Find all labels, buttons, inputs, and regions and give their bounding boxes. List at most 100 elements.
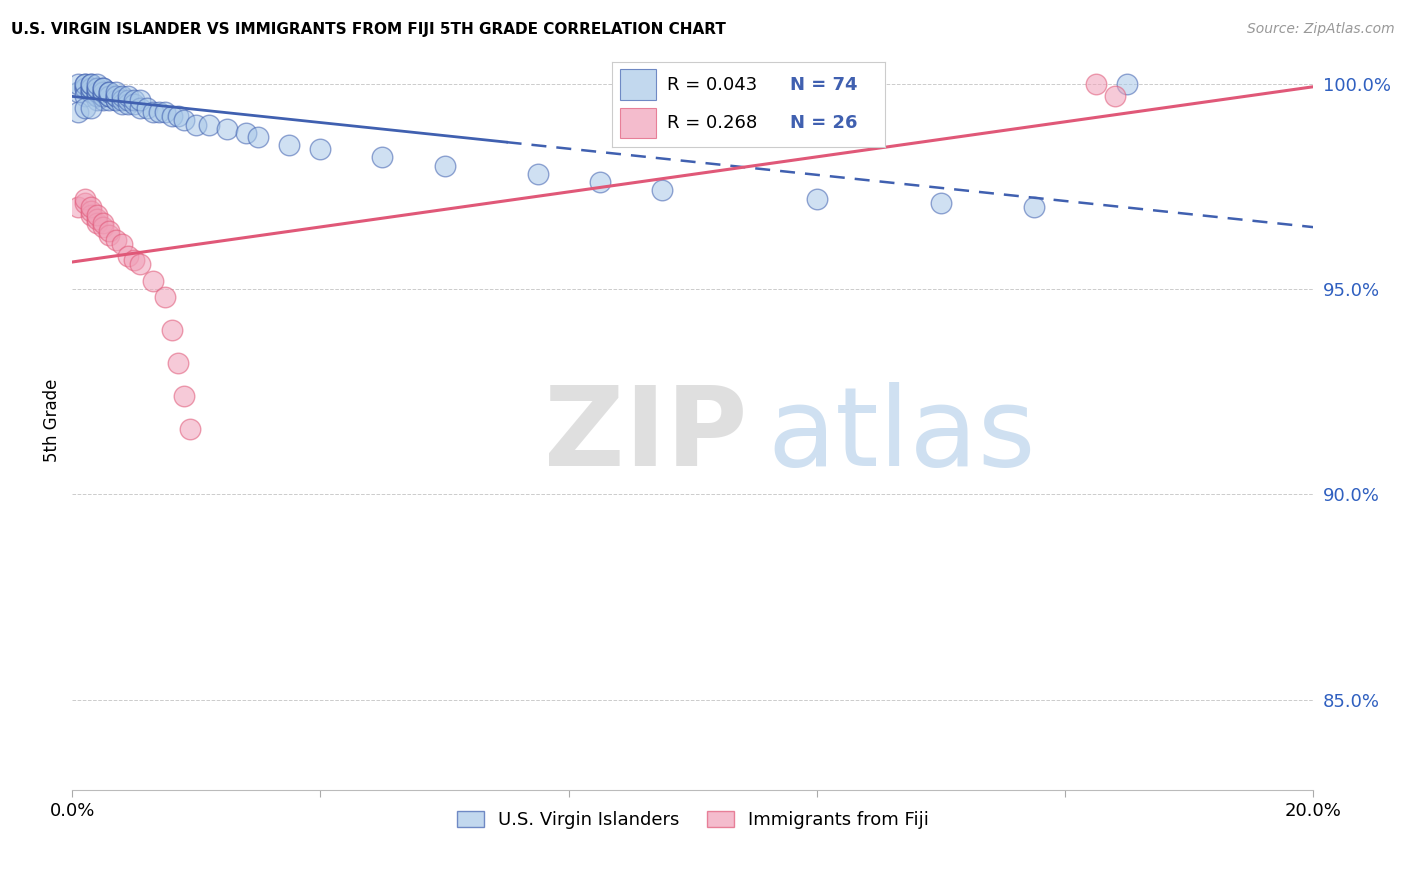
Text: atlas: atlas (768, 382, 1036, 489)
Text: ZIP: ZIP (544, 382, 747, 489)
Point (98, 85, 121, 99)
Point (91, 85, 114, 99)
Point (117, 88, 139, 103)
Point (1116, 77, 1139, 91)
Point (160, 323, 183, 337)
Point (80, 85, 103, 99)
Legend: U.S. Virgin Islanders, Immigrants from Fiji: U.S. Virgin Islanders, Immigrants from F… (450, 804, 936, 837)
Point (98, 85, 121, 99)
Point (98, 93, 121, 107)
Point (80, 77, 103, 91)
Point (73, 101, 96, 115)
Point (179, 421, 201, 435)
Point (111, 236, 134, 251)
Point (173, 113, 195, 128)
Point (80, 80, 103, 95)
Point (91, 80, 114, 95)
Point (929, 195, 952, 210)
Point (651, 183, 673, 197)
Text: Source: ZipAtlas.com: Source: ZipAtlas.com (1247, 22, 1395, 37)
Point (86, 216, 108, 230)
Point (111, 88, 134, 103)
Point (73, 80, 96, 95)
Point (98, 228, 121, 243)
Text: U.S. VIRGIN ISLANDER VS IMMIGRANTS FROM FIJI 5TH GRADE CORRELATION CHART: U.S. VIRGIN ISLANDER VS IMMIGRANTS FROM … (11, 22, 725, 37)
Point (155, 290, 177, 304)
Point (104, 93, 127, 107)
Point (86, 88, 108, 103)
Point (91, 93, 114, 107)
Point (73, 88, 96, 103)
Point (67, 85, 90, 99)
Point (129, 101, 152, 115)
Point (91, 88, 114, 103)
Point (86, 93, 108, 107)
Point (91, 88, 114, 103)
Point (73, 195, 96, 210)
Point (80, 203, 103, 218)
Point (111, 97, 134, 112)
Point (91, 216, 114, 230)
Point (104, 85, 127, 99)
Point (98, 88, 121, 103)
Point (589, 175, 612, 189)
Point (278, 138, 301, 153)
Point (433, 159, 456, 173)
Point (142, 274, 165, 288)
Point (526, 167, 548, 181)
Point (148, 105, 170, 120)
Point (73, 192, 96, 206)
Point (86, 80, 108, 95)
Point (111, 93, 134, 107)
Point (117, 97, 139, 112)
Point (173, 389, 195, 403)
Point (160, 109, 183, 123)
Point (80, 85, 103, 99)
Point (91, 220, 114, 235)
Point (142, 105, 165, 120)
Point (247, 130, 270, 145)
Point (1104, 88, 1126, 103)
Point (104, 88, 127, 103)
Point (117, 249, 139, 263)
Point (104, 233, 127, 247)
Point (91, 80, 114, 95)
Point (1085, 77, 1108, 91)
Point (124, 93, 146, 107)
Point (80, 80, 103, 95)
Point (235, 126, 257, 140)
Point (73, 77, 96, 91)
Point (80, 101, 103, 115)
Point (135, 101, 157, 115)
Y-axis label: 5th Grade: 5th Grade (44, 378, 60, 462)
Point (73, 80, 96, 95)
Point (91, 85, 114, 99)
Point (806, 192, 828, 206)
Point (197, 118, 219, 132)
Point (86, 85, 108, 99)
Point (98, 224, 121, 238)
Point (217, 121, 239, 136)
Point (155, 105, 177, 120)
Point (166, 109, 188, 123)
Point (104, 88, 127, 103)
Point (73, 77, 96, 91)
Point (371, 151, 394, 165)
Point (86, 77, 108, 91)
Point (124, 97, 146, 112)
Point (124, 253, 146, 268)
Point (129, 257, 152, 271)
Point (117, 93, 139, 107)
Point (129, 93, 152, 107)
Point (86, 208, 108, 222)
Point (166, 356, 188, 370)
Point (80, 208, 103, 222)
Point (1022, 200, 1045, 214)
Point (80, 200, 103, 214)
Point (86, 85, 108, 99)
Point (67, 200, 90, 214)
Point (86, 80, 108, 95)
Point (80, 77, 103, 91)
Point (309, 142, 332, 156)
Point (98, 88, 121, 103)
